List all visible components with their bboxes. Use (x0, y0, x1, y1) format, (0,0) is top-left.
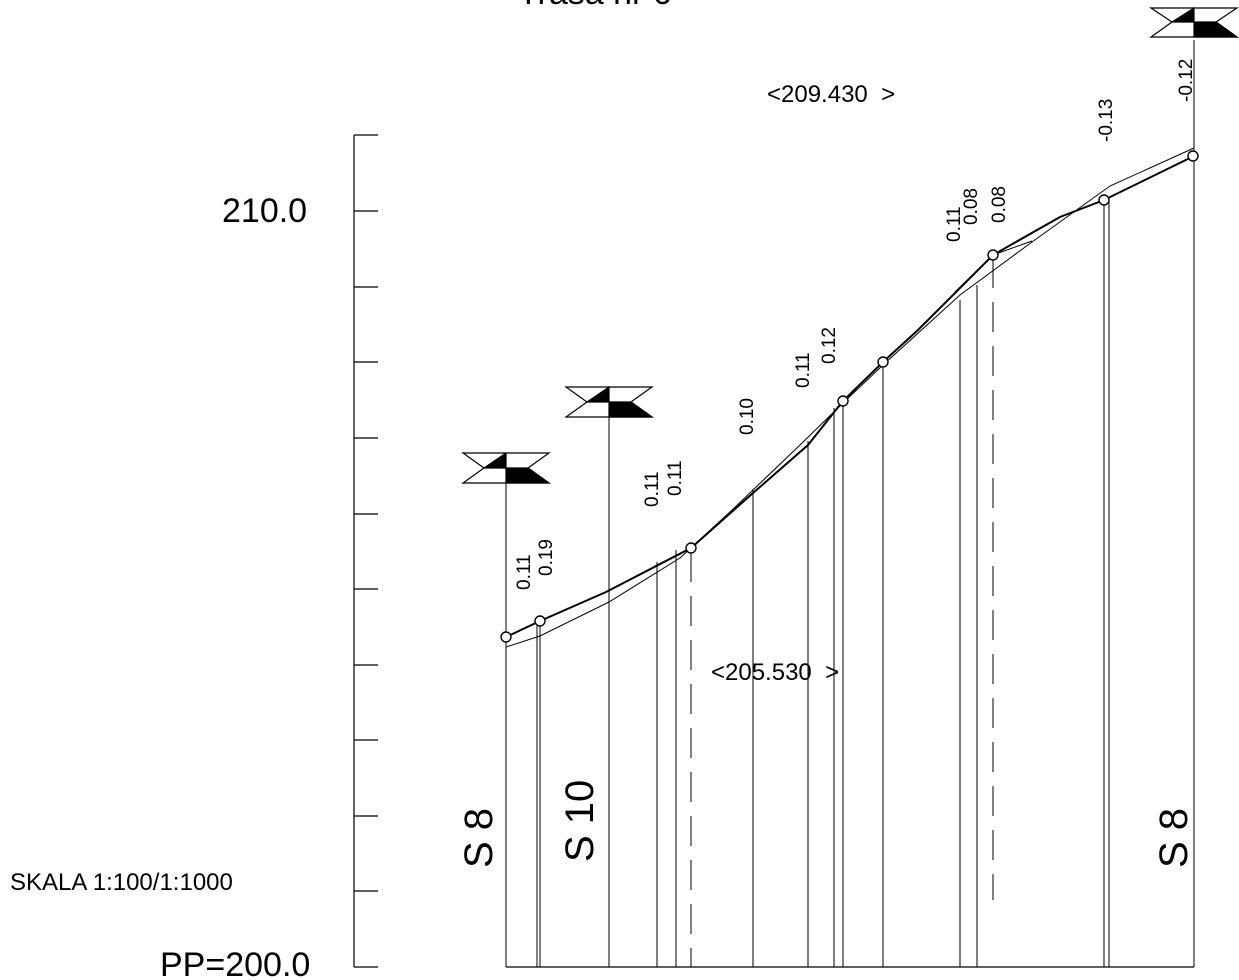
scale-note: SKALA 1:100/1:1000 (10, 869, 233, 896)
deviation-label: 0.08 (961, 188, 982, 225)
profile-short-segments (654, 240, 1033, 567)
deviation-label: 0.08 (989, 186, 1010, 223)
deviation-label: 0.11 (793, 352, 814, 388)
datum-label: PP=200.0 (160, 946, 310, 980)
elevation-scale (353, 134, 378, 968)
deviation-label: 0.19 (536, 539, 557, 576)
deviation-label: 0.11 (514, 554, 535, 590)
benchmark-flag-icon (564, 385, 654, 418)
benchmark-flag-icon (1149, 6, 1239, 38)
measurement-points (500, 150, 1199, 643)
station-label-s8-right: S 8 (1152, 808, 1196, 868)
deviation-label: -0.12 (1176, 59, 1197, 102)
profile-title: Trasa nr 6 (518, 0, 672, 12)
deviation-label: 0.11 (944, 206, 965, 242)
dashed-lines (690, 258, 994, 967)
deviation-label: 0.12 (819, 327, 840, 364)
design-profile-line (505, 147, 1195, 648)
station-label-s10: S 10 (558, 780, 602, 862)
ordinate-lines (505, 40, 1195, 967)
benchmark-flag-icon (461, 451, 551, 484)
elevation-label-210: 210.0 (222, 192, 307, 230)
deviation-label: 0.11 (665, 460, 686, 496)
deviation-label: 0.11 (642, 471, 663, 507)
deviation-label: 0.10 (737, 398, 758, 435)
deviation-label: -0.13 (1096, 99, 1117, 142)
top-bracket-label: <209.430 > (767, 81, 895, 108)
station-label-s8-left: S 8 (457, 808, 501, 868)
bottom-bracket-label: <205.530 > (711, 659, 839, 686)
